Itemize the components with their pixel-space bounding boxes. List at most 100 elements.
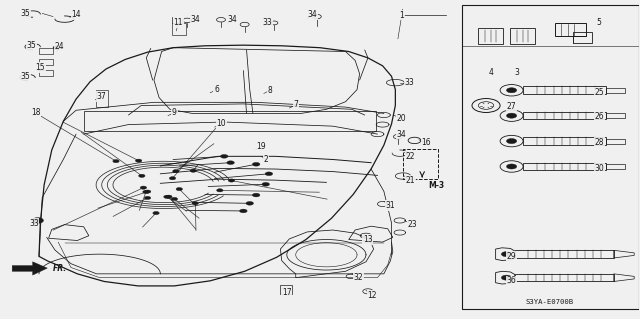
Circle shape [139, 174, 145, 177]
Circle shape [170, 177, 176, 180]
Bar [523, 112, 606, 120]
Bar [515, 250, 614, 258]
Text: 3: 3 [515, 68, 519, 77]
Circle shape [176, 188, 182, 191]
Circle shape [501, 252, 511, 257]
Bar [523, 137, 606, 145]
Text: 13: 13 [363, 235, 372, 244]
Circle shape [506, 164, 516, 169]
Circle shape [220, 154, 228, 158]
Text: 2: 2 [263, 155, 268, 164]
Text: 22: 22 [406, 152, 415, 161]
Circle shape [246, 201, 253, 205]
Text: 35: 35 [20, 72, 30, 81]
Bar [555, 23, 586, 36]
Text: M-3: M-3 [428, 181, 444, 190]
Text: 12: 12 [367, 291, 377, 300]
Circle shape [136, 159, 142, 162]
Text: 35: 35 [20, 9, 30, 18]
Circle shape [506, 138, 516, 144]
Text: 25: 25 [595, 88, 605, 97]
Bar [403, 149, 438, 179]
Bar [515, 274, 614, 281]
Text: 30: 30 [595, 164, 605, 173]
Text: 4: 4 [489, 68, 493, 77]
Circle shape [113, 160, 119, 163]
Text: 8: 8 [268, 86, 273, 95]
Circle shape [164, 195, 170, 198]
Bar [97, 90, 108, 107]
Circle shape [145, 190, 151, 193]
Circle shape [190, 169, 196, 172]
Text: 1: 1 [399, 11, 404, 20]
Bar [606, 164, 625, 169]
Text: 7: 7 [293, 100, 298, 109]
Text: S3YA-E0700B: S3YA-E0700B [526, 299, 574, 305]
Text: 37: 37 [97, 92, 106, 101]
Text: 27: 27 [507, 102, 516, 111]
Text: 33: 33 [404, 78, 414, 87]
Circle shape [252, 162, 260, 166]
Bar [606, 138, 625, 144]
Circle shape [216, 189, 223, 192]
Text: 31: 31 [385, 201, 395, 210]
Text: 17: 17 [282, 288, 292, 297]
Text: 21: 21 [406, 176, 415, 185]
Circle shape [172, 197, 177, 201]
Bar [478, 28, 502, 44]
Circle shape [53, 46, 61, 50]
Text: 19: 19 [257, 142, 266, 151]
Text: 32: 32 [353, 273, 363, 282]
Text: 26: 26 [595, 112, 605, 121]
Bar [523, 163, 606, 170]
Text: 10: 10 [216, 119, 226, 129]
Text: 14: 14 [71, 11, 81, 19]
Bar [523, 86, 606, 94]
Circle shape [166, 195, 172, 198]
Text: 36: 36 [507, 276, 516, 285]
Text: 34: 34 [307, 11, 317, 19]
Bar [606, 88, 625, 93]
Bar [462, 5, 639, 309]
Bar [39, 48, 53, 54]
Text: 20: 20 [397, 114, 406, 123]
Bar [39, 59, 53, 65]
Text: 29: 29 [507, 252, 516, 261]
Bar [606, 113, 625, 118]
Circle shape [506, 88, 516, 93]
Text: 23: 23 [408, 220, 417, 229]
Text: 34: 34 [227, 15, 237, 24]
Circle shape [239, 209, 247, 213]
Text: 33: 33 [263, 19, 273, 27]
Circle shape [173, 170, 179, 173]
Bar [39, 70, 53, 76]
Text: 16: 16 [421, 138, 431, 147]
Text: 33: 33 [29, 219, 39, 228]
Circle shape [227, 161, 234, 165]
Bar [510, 28, 534, 44]
Bar [172, 23, 186, 35]
Circle shape [192, 202, 198, 205]
Circle shape [501, 275, 511, 280]
Text: 9: 9 [172, 108, 177, 117]
Circle shape [143, 190, 149, 194]
Text: 6: 6 [214, 85, 219, 94]
Circle shape [32, 218, 44, 223]
Polygon shape [12, 262, 47, 275]
Text: 34: 34 [397, 130, 406, 138]
Circle shape [262, 182, 269, 186]
Circle shape [144, 196, 150, 199]
Circle shape [140, 186, 147, 189]
Text: 11: 11 [173, 19, 183, 27]
Bar [84, 111, 376, 131]
Circle shape [153, 211, 159, 215]
Bar [573, 32, 592, 43]
Text: 24: 24 [54, 42, 64, 51]
Text: 34: 34 [191, 15, 200, 24]
Text: FR.: FR. [53, 263, 67, 273]
Circle shape [228, 179, 235, 182]
Bar [280, 285, 292, 293]
Text: 5: 5 [596, 19, 601, 27]
Text: 18: 18 [31, 108, 40, 117]
Circle shape [252, 193, 260, 197]
